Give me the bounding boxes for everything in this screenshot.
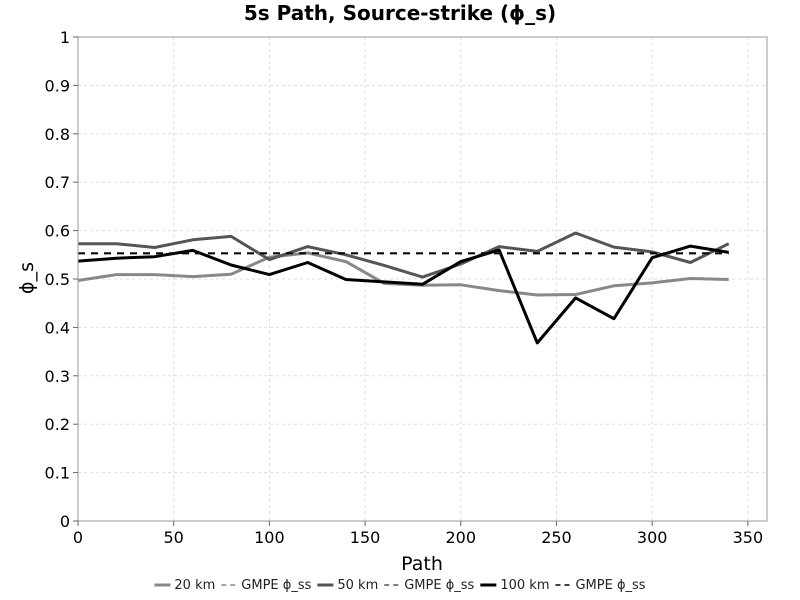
y-tick-label: 0.5 xyxy=(45,270,70,289)
x-tick-label: 350 xyxy=(733,528,764,547)
x-tick-label: 0 xyxy=(73,528,83,547)
x-tick-label: 50 xyxy=(164,528,184,547)
x-tick-label: 300 xyxy=(637,528,668,547)
x-tick-label: 250 xyxy=(541,528,572,547)
y-tick-label: 0.8 xyxy=(45,125,70,144)
y-tick-label: 0.2 xyxy=(45,415,70,434)
y-tick-label: 1 xyxy=(60,28,70,47)
axes: 0 50 100 150 200 250 300 350 0 0.1 0.2 0.3 0.4 0.5 0.6… xyxy=(45,28,764,547)
y-axis-label: ϕ_s xyxy=(16,262,38,294)
y-tick-label: 0.1 xyxy=(45,464,70,483)
series-line-2 xyxy=(78,231,730,279)
legend-label-3: GMPE ϕ_ss xyxy=(404,578,474,593)
legend-label-5: GMPE ϕ_ss xyxy=(575,578,645,593)
series-line-4 xyxy=(77,244,729,345)
legend: 20 km GMPE ϕ_ss 50 km GMPE ϕ_ss 100 km GMPE ϕ… xyxy=(154,578,646,593)
legend-label-0: 20 km xyxy=(174,578,215,593)
legend-label-4: 100 km xyxy=(500,578,549,593)
y-tick-label: 0.3 xyxy=(45,367,70,386)
x-tick-label: 200 xyxy=(446,528,477,547)
series-group xyxy=(77,231,730,345)
y-tick-label: 0.7 xyxy=(45,173,70,192)
x-axis-label: Path xyxy=(401,553,443,575)
x-tick-label: 150 xyxy=(350,528,381,547)
legend-label-1: GMPE ϕ_ss xyxy=(241,578,311,593)
legend-label-2: 50 km xyxy=(337,578,378,593)
x-tick-label: 100 xyxy=(254,528,285,547)
y-tick-label: 0.4 xyxy=(45,318,70,337)
y-tick-label: 0.6 xyxy=(45,222,70,241)
chart-title: 5s Path, Source-strike (ϕ_s) xyxy=(244,1,556,25)
y-tick-label: 0 xyxy=(60,512,70,531)
y-tick-label: 0.9 xyxy=(45,76,70,95)
